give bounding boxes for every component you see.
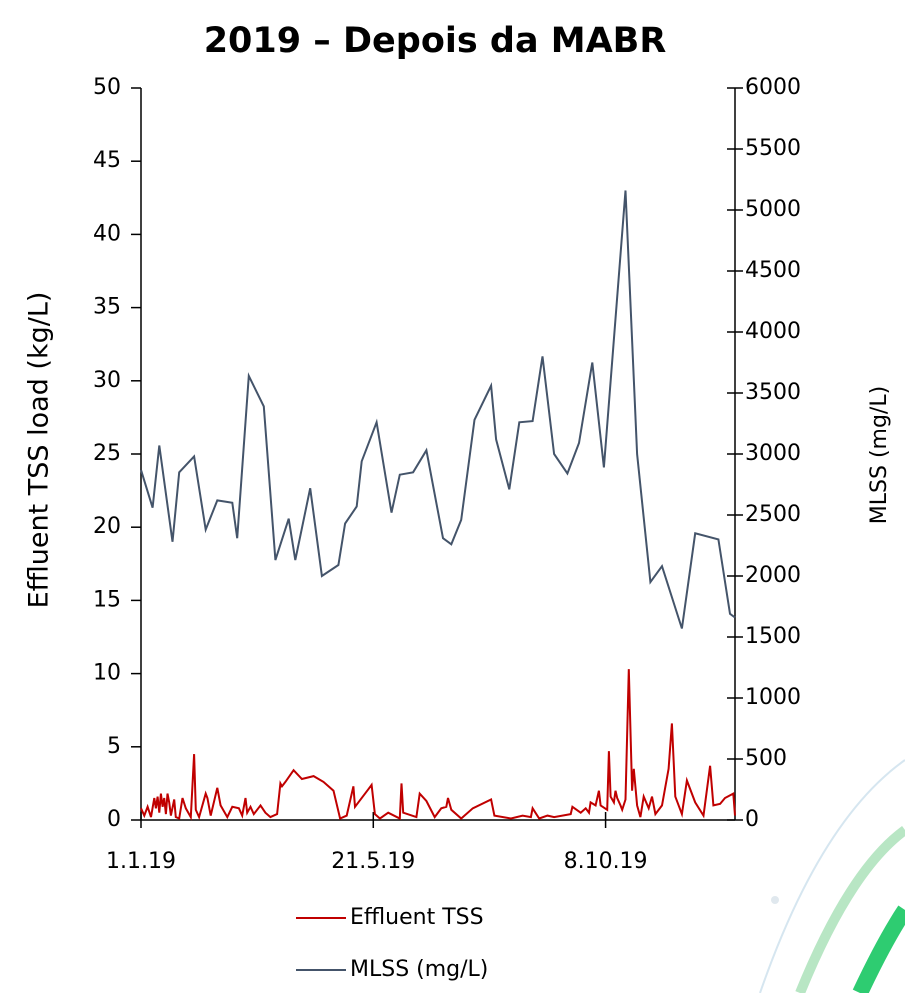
y2-tick-label: 2000 <box>745 563 801 588</box>
y-tick-label: 25 <box>93 441 121 466</box>
y-tick-label: 45 <box>93 148 121 173</box>
y2-tick-label: 6000 <box>745 75 801 100</box>
y-tick-label: 20 <box>93 514 121 539</box>
y2-axis-title: MLSS (mg/L) <box>867 386 892 524</box>
y2-tick-label: 5500 <box>745 136 801 161</box>
x-tick-label: 8.10.19 <box>564 849 648 874</box>
y-tick-label: 40 <box>93 221 121 246</box>
y2-tick-label: 500 <box>745 746 787 771</box>
y-tick-label: 15 <box>93 587 121 612</box>
y-tick-label: 30 <box>93 368 121 393</box>
series-line <box>140 190 736 629</box>
decoration <box>759 759 905 997</box>
legend-label: Effluent TSS <box>350 905 484 930</box>
chart-title: 2019 – Depois da MABR <box>204 21 667 61</box>
y2-tick-label: 4500 <box>745 258 801 283</box>
y2-tick-label: 1500 <box>745 624 801 649</box>
x-tick-label: 21.5.19 <box>331 849 415 874</box>
y2-tick-label: 5000 <box>745 197 801 222</box>
y-tick-label: 50 <box>93 75 121 100</box>
y2-tick-label: 3000 <box>745 441 801 466</box>
y-tick-label: 35 <box>93 295 121 320</box>
y2-tick-label: 1000 <box>745 685 801 710</box>
legend-label: MLSS (mg/L) <box>350 957 488 982</box>
series-line <box>140 669 736 821</box>
y-tick-label: 0 <box>107 807 121 832</box>
y2-tick-label: 2500 <box>745 502 801 527</box>
y-tick-label: 5 <box>107 734 121 759</box>
y2-tick-label: 4000 <box>745 319 801 344</box>
y2-tick-label: 3500 <box>745 380 801 405</box>
y-tick-label: 10 <box>93 661 121 686</box>
y-axis-title: Effluent TSS load (kg/L) <box>24 292 55 609</box>
x-tick-label: 1.1.19 <box>106 849 176 874</box>
y2-tick-label: 0 <box>745 807 759 832</box>
